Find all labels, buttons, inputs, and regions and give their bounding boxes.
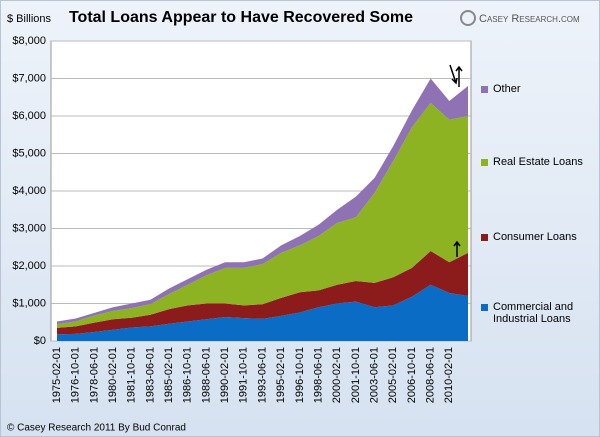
legend-item: Other	[481, 83, 591, 95]
y-axis-label: $ Billions	[7, 13, 52, 25]
legend-item: Real Estate Loans	[481, 156, 591, 168]
annotation-arrows	[449, 64, 463, 257]
y-tick-label: $4,000	[12, 185, 46, 197]
x-tick-label: 1983-06-01	[144, 347, 156, 403]
area	[57, 284, 468, 341]
x-tick-label: 1996-10-01	[294, 347, 306, 403]
y-tick-label: $2,000	[12, 260, 46, 272]
legend-label: Commercial and Industrial Loans	[493, 301, 574, 325]
x-tick-label: 1985-02-01	[163, 347, 175, 403]
logo-icon	[460, 10, 476, 26]
x-tick-label: 1993-06-01	[256, 347, 268, 403]
logo: Casey Research.com	[479, 13, 580, 25]
legend-item: Consumer Loans	[481, 231, 591, 243]
y-tick-label: $6,000	[12, 110, 46, 122]
legend-swatch	[481, 159, 488, 166]
legend-label: Consumer Loans	[493, 231, 577, 243]
area	[57, 251, 468, 335]
source-note: © Casey Research 2011 By Bud Conrad	[7, 423, 186, 434]
x-tick-label: 2000-02-01	[331, 347, 343, 403]
x-tick-label: 1988-06-01	[200, 347, 212, 403]
y-tick-label: $5,000	[12, 147, 46, 159]
x-tick-label: 1990-02-01	[219, 347, 231, 403]
x-tick-label: 2010-02-01	[443, 347, 455, 403]
area	[57, 78, 468, 325]
legend-swatch	[481, 86, 488, 93]
y-tick-label: $8,000	[12, 35, 46, 47]
x-tick-label: 2003-06-01	[368, 347, 380, 403]
x-tick-label: 1976-10-01	[70, 347, 82, 403]
legend-label: Other	[493, 83, 521, 95]
y-tick-label: $7,000	[12, 72, 46, 84]
legend-swatch	[481, 234, 488, 241]
y-tick-label: $3,000	[12, 222, 46, 234]
x-tick-label: 1978-06-01	[88, 347, 100, 403]
x-tick-label: 2001-10-01	[350, 347, 362, 403]
area	[57, 102, 468, 328]
x-tick-label: 1995-02-01	[275, 347, 287, 403]
legend-item: Commercial and Industrial Loans	[481, 301, 591, 325]
x-tick-label: 1986-10-01	[182, 347, 194, 403]
x-tick-label: 1981-10-01	[126, 347, 138, 403]
x-tick-label: 1980-02-01	[107, 347, 119, 403]
y-tick-label: $0	[34, 335, 46, 347]
x-tick-label: 1991-10-01	[238, 347, 250, 403]
x-tick-label: 1975-02-01	[51, 347, 63, 403]
legend-swatch	[481, 304, 488, 311]
y-tick-label: $1,000	[12, 297, 46, 309]
legend-label: Real Estate Loans	[493, 156, 583, 168]
x-tick-label: 2006-10-01	[406, 347, 418, 403]
x-tick-label: 1998-06-01	[312, 347, 324, 403]
x-tick-label: 2005-02-01	[387, 347, 399, 403]
x-tick-label: 2008-06-01	[425, 347, 437, 403]
chart-title: Total Loans Appear to Have Recovered Som…	[69, 9, 413, 26]
